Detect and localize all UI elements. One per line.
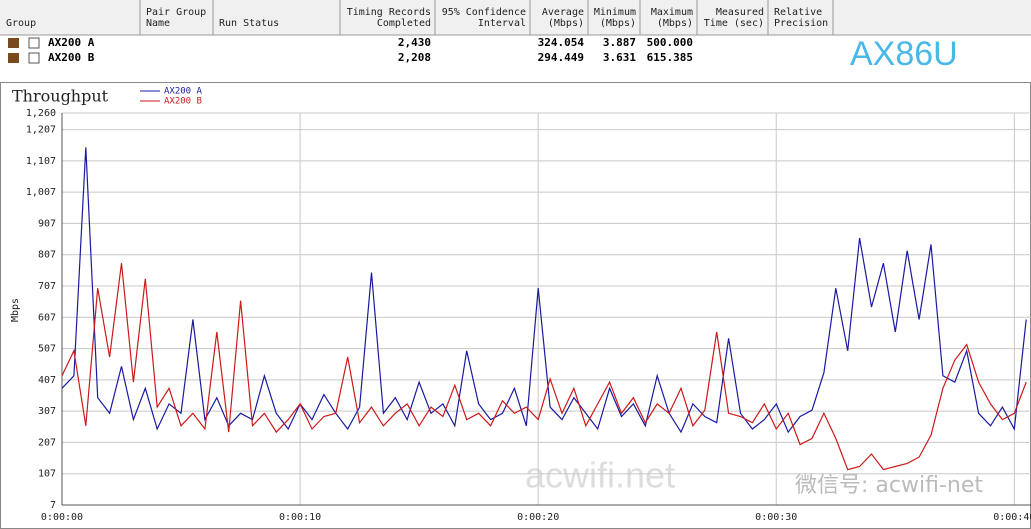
column-header: (Mbps) [548,18,584,29]
column-header: Time (sec) [704,18,764,29]
x-tick-label: 0:00:30 [755,512,797,523]
chart-frame [0,82,1031,529]
watermark: 微信号: acwifi-net [795,473,983,498]
table-header [0,0,1031,35]
y-tick-label: 807 [38,250,56,261]
table-cell: 294.449 [538,51,584,64]
device-label: AX86U [850,35,958,73]
y-tick-label: 707 [38,281,56,292]
table-cell: 500.000 [647,36,693,49]
column-header: Relative [774,7,822,18]
y-tick-label: 407 [38,375,56,386]
x-tick-label: 0:00:20 [517,512,559,523]
column-header: Group [6,18,36,29]
y-tick-label: 107 [38,469,56,480]
column-header: Completed [377,18,431,29]
table-cell: 2,430 [398,36,431,49]
column-header: Name [146,18,170,29]
column-header: Pair Group [146,7,206,18]
pair-icon [8,53,19,63]
column-header: Measured [716,7,764,18]
table-cell: 2,208 [398,51,431,64]
table-cell: 615.385 [647,51,693,64]
table-cell: AX200 A [48,36,95,49]
column-header: Average [542,7,584,18]
table-cell: AX200 B [48,51,95,64]
y-axis-label: Mbps [10,298,21,322]
y-tick-label: 307 [38,406,56,417]
legend-label: AX200 B [164,97,202,107]
row-icons [8,37,40,64]
y-tick-label: 1,260 [26,108,56,119]
series-line [61,147,1027,434]
table-cell: 324.054 [538,36,585,49]
y-tick-label: 607 [38,312,56,323]
column-header: Timing Records [347,7,431,18]
legend-label: AX200 A [164,87,203,97]
y-tick-label: 507 [38,344,56,355]
column-header: Precision [774,18,828,29]
x-tick-label: 0:00:00 [41,512,83,523]
table-cell: 3.887 [603,36,636,49]
watermark: acwifi.net [525,455,675,496]
column-header: (Mbps) [600,18,636,29]
y-tick-label: 1,007 [26,187,56,198]
expand-icon[interactable] [28,52,40,64]
column-header: Run Status [219,18,279,29]
y-tick-label: 1,107 [26,156,56,167]
column-header: Interval [478,18,526,29]
series-line [61,263,1027,471]
column-header: 95% Confidence [442,7,526,18]
chart-title: Throughput [12,87,109,106]
table-cell: 3.631 [603,51,636,64]
y-tick-label: 207 [38,437,56,448]
x-tick-label: 0:00:10 [279,512,321,523]
column-header: (Mbps) [657,18,693,29]
column-header: Minimum [594,7,636,18]
pair-icon [8,38,19,48]
y-tick-label: 1,207 [26,125,56,136]
column-header: Maximum [651,7,693,18]
y-tick-label: 907 [38,218,56,229]
expand-icon[interactable] [28,37,40,49]
y-tick-label: 7 [50,500,56,511]
x-tick-label: 0:00:40 [993,512,1031,523]
